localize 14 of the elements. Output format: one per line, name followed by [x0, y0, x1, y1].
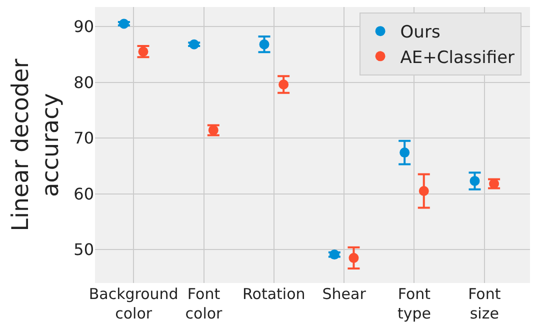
- y-axis-title: Linear decoder accuracy: [8, 58, 64, 232]
- x-tick-label: Shear: [322, 285, 367, 303]
- y-tick-label: 70: [74, 128, 94, 148]
- x-tick-label: Font size: [468, 285, 501, 322]
- y-tick-label: 90: [74, 17, 94, 36]
- x-tick-label: Background color: [88, 285, 178, 322]
- y-tick-label: 60: [74, 184, 94, 204]
- x-tick-label: Font type: [397, 285, 431, 322]
- y-tick-label: 80: [74, 72, 94, 92]
- legend-label: Ours: [400, 22, 440, 43]
- x-tick-label: Rotation: [242, 285, 306, 303]
- legend-label: AE+Classifier: [400, 48, 515, 68]
- y-tick-label: 50: [74, 240, 94, 260]
- x-tick-label: Font color: [185, 285, 224, 322]
